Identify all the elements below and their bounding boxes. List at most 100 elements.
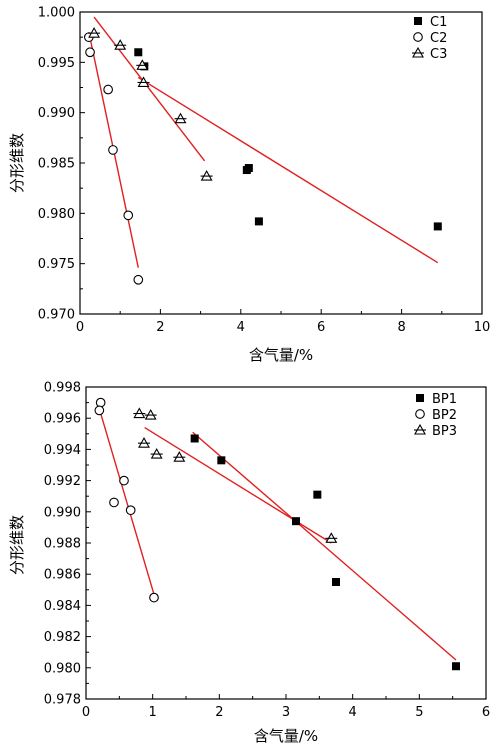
y-axis-ticks: 0.970 0.975 0.980 0.985 0.990 0.995 1.000 — [38, 6, 85, 323]
x-tick-label: 6 — [317, 320, 325, 335]
point-bp2 — [95, 397, 106, 408]
plot-area-frame — [85, 386, 487, 700]
x-axis-label: 含气量/% — [254, 727, 318, 745]
point-c2 — [108, 145, 118, 155]
point-c3 — [114, 39, 127, 50]
legend-label: C2 — [430, 31, 447, 46]
point-bp3 — [150, 447, 163, 459]
legend-item-bp1: BP1 — [416, 392, 457, 407]
point-bp1 — [452, 662, 460, 671]
point-bp2 — [94, 405, 105, 416]
chart-panel-c-series: 0 2 4 6 8 10 0.970 0.975 0.980 0.985 0.990 0.995 1.… — [8, 6, 490, 365]
y-tick-label: 0.996 — [44, 412, 81, 427]
y-axis-label: 分形维数 — [8, 133, 26, 193]
point-c1 — [254, 217, 263, 226]
point-c1 — [433, 222, 442, 231]
point-c3 — [88, 27, 101, 38]
data-points — [94, 397, 460, 671]
x-tick-label: 5 — [415, 705, 423, 720]
x-axis-ticks: 0 1 2 3 4 5 6 — [82, 694, 490, 720]
point-c1 — [134, 48, 143, 57]
y-tick-label: 0.988 — [44, 537, 81, 552]
y-tick-label: 0.975 — [38, 257, 75, 272]
x-axis-ticks: 0 2 4 6 8 10 — [76, 309, 490, 335]
x-tick-label: 8 — [397, 320, 405, 335]
legend-label: BP3 — [432, 424, 457, 439]
legend-marker-c1 — [414, 17, 422, 25]
point-bp2 — [109, 497, 119, 508]
legend-label: C3 — [430, 47, 447, 62]
point-bp1 — [332, 578, 340, 586]
legend-item-bp2: BP2 — [415, 408, 457, 423]
legend-item-c3: C3 — [412, 46, 447, 62]
trendline-bp1 — [192, 431, 457, 661]
x-tick-label: 0 — [82, 705, 90, 720]
x-tick-label: 2 — [215, 705, 223, 720]
point-bp2 — [125, 505, 136, 516]
legend-label: BP1 — [432, 392, 457, 407]
point-c3 — [174, 112, 187, 124]
y-tick-label: 0.986 — [44, 568, 81, 583]
point-bp1 — [292, 517, 300, 526]
trendlines — [98, 408, 457, 661]
y-tick-label: 0.990 — [44, 505, 81, 520]
x-tick-label: 2 — [156, 320, 164, 335]
legend-item-bp3: BP3 — [414, 423, 457, 439]
y-tick-label: 0.998 — [44, 381, 81, 396]
point-bp3 — [173, 451, 186, 462]
x-axis-label: 含气量/% — [249, 346, 313, 364]
y-tick-label: 0.992 — [44, 474, 81, 489]
x-tick-label: 0 — [76, 320, 84, 335]
y-tick-label: 0.978 — [44, 693, 81, 708]
point-c2 — [123, 210, 134, 221]
y-tick-label: 1.000 — [38, 6, 75, 21]
point-c1 — [242, 166, 251, 175]
y-tick-label: 0.990 — [38, 106, 75, 121]
trendline-c3 — [93, 16, 206, 162]
legend-label: C1 — [430, 15, 447, 30]
legend-marker-c2 — [413, 32, 423, 42]
y-tick-label: 0.994 — [44, 443, 81, 458]
x-tick-label: 1 — [149, 705, 157, 720]
legend-marker-c3 — [412, 46, 424, 58]
legend-marker-bp2 — [415, 409, 425, 419]
point-c3 — [136, 59, 149, 70]
data-points — [83, 27, 442, 285]
legend-label: BP2 — [432, 408, 457, 423]
x-tick-label: 6 — [482, 705, 490, 720]
y-tick-label: 0.995 — [38, 56, 75, 71]
point-c3 — [137, 76, 150, 88]
point-bp1 — [190, 434, 199, 443]
point-bp2 — [149, 592, 159, 603]
point-c2 — [133, 274, 144, 285]
point-c3 — [200, 169, 213, 181]
point-bp3 — [144, 408, 157, 420]
y-tick-label: 0.985 — [38, 157, 75, 172]
y-tick-label: 0.970 — [38, 308, 75, 323]
point-c2 — [103, 84, 113, 95]
legend-item-c2: C2 — [413, 31, 447, 46]
x-tick-label: 4 — [237, 320, 245, 335]
point-bp3 — [325, 532, 338, 543]
y-tick-label: 0.980 — [38, 207, 75, 222]
x-tick-label: 3 — [282, 705, 290, 720]
point-bp3 — [138, 437, 150, 448]
y-axis-label: 分形维数 — [8, 515, 26, 575]
legend-marker-bp3 — [414, 423, 426, 435]
legend-item-c1: C1 — [414, 15, 447, 30]
y-tick-label: 0.980 — [44, 661, 81, 676]
point-bp2 — [119, 475, 129, 486]
point-bp1 — [313, 490, 322, 499]
x-tick-label: 10 — [474, 320, 491, 335]
trendline-bp2 — [98, 408, 155, 595]
y-tick-label: 0.984 — [44, 599, 81, 614]
legend-marker-bp1 — [416, 394, 424, 402]
trendline-bp3 — [144, 426, 332, 544]
point-bp3 — [133, 407, 146, 419]
point-bp1 — [217, 456, 226, 465]
y-tick-label: 0.982 — [44, 630, 81, 645]
